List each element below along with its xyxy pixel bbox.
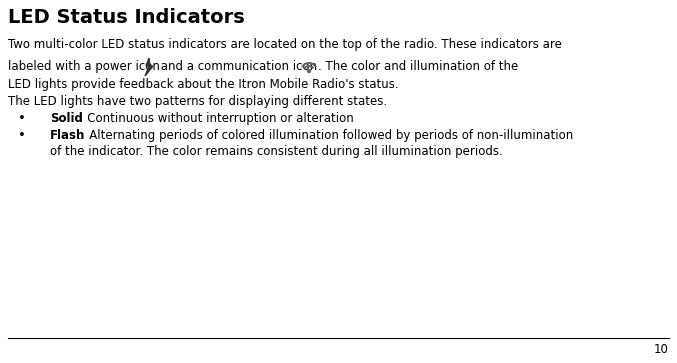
Polygon shape	[145, 58, 153, 76]
Text: Solid: Solid	[50, 112, 83, 125]
Text: •: •	[18, 112, 26, 125]
Text: .  Alternating periods of colored illumination followed by periods of non-illumi: . Alternating periods of colored illumin…	[78, 129, 573, 142]
Text: labeled with a power icon: labeled with a power icon	[8, 60, 164, 73]
Text: •: •	[18, 129, 26, 142]
Text: 10: 10	[654, 343, 669, 356]
Text: and a communication icon: and a communication icon	[157, 60, 321, 73]
Text: The LED lights have two patterns for displaying different states.: The LED lights have two patterns for dis…	[8, 95, 387, 108]
Text: LED Status Indicators: LED Status Indicators	[8, 8, 245, 27]
Text: Two multi-color LED status indicators are located on the top of the radio. These: Two multi-color LED status indicators ar…	[8, 38, 562, 51]
Circle shape	[307, 69, 311, 73]
Text: of the indicator. The color remains consistent during all illumination periods.: of the indicator. The color remains cons…	[50, 145, 503, 158]
Text: .  Continuous without interruption or alteration: . Continuous without interruption or alt…	[76, 112, 354, 125]
Text: LED lights provide feedback about the Itron Mobile Radio's status.: LED lights provide feedback about the It…	[8, 78, 399, 91]
Text: . The color and illumination of the: . The color and illumination of the	[318, 60, 519, 73]
Text: Flash: Flash	[50, 129, 85, 142]
